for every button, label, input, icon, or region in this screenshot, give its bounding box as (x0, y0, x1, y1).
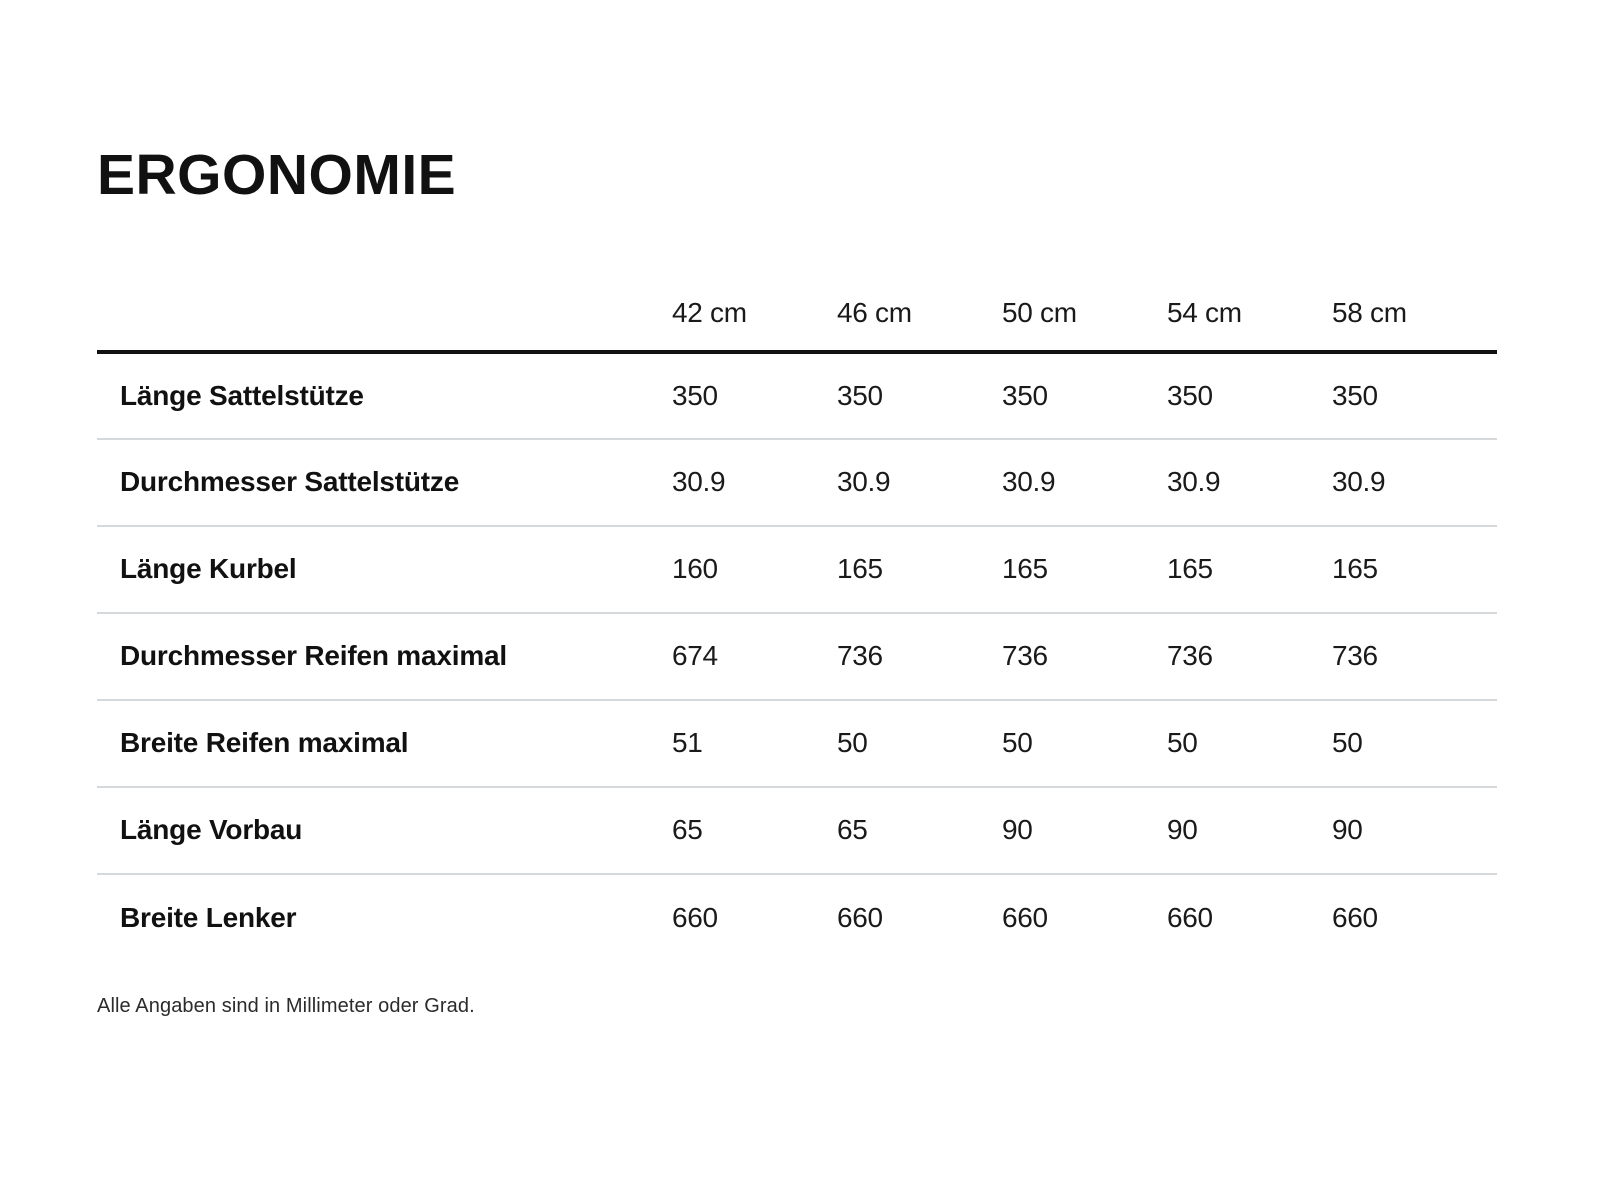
spec-cell-value: 350 (837, 379, 883, 411)
spec-cell-value: 165 (837, 553, 883, 585)
spec-row-label: Durchmesser Sattelstütze (120, 466, 460, 498)
spec-cell-value: 30.9 (672, 466, 726, 498)
spec-cell-value: 736 (837, 640, 883, 672)
spec-cell-value: 165 (1167, 553, 1213, 585)
spec-row-label: Länge Sattelstütze (120, 379, 364, 411)
spec-cell-value: 350 (672, 379, 718, 411)
ergonomics-section: ERGONOMIE 42 cm 46 cm 50 cm 54 cm 58 cm Läng… (97, 143, 1497, 1017)
spec-cell-value: 736 (1167, 640, 1213, 672)
spec-row-label: Länge Vorbau (120, 814, 303, 846)
spec-row: Durchmesser Reifen maximal 674 736 736 736 73… (97, 613, 1497, 700)
spec-cell-value: 30.9 (837, 466, 891, 498)
spec-cell-value: 50 (1332, 727, 1363, 759)
spec-cell-value: 736 (1332, 640, 1378, 672)
spec-cell-value: 65 (672, 814, 703, 846)
spec-row: Breite Lenker 660 660 660 660 660 (97, 874, 1497, 961)
spec-cell-value: 90 (1167, 814, 1198, 846)
spec-cell-value: 660 (1167, 901, 1213, 933)
spec-cell-value: 660 (837, 901, 883, 933)
size-column-header: 50 cm (1002, 296, 1077, 328)
spec-cell-value: 350 (1167, 379, 1213, 411)
spec-cell-value: 660 (1332, 901, 1378, 933)
table-head: 42 cm 46 cm 50 cm 54 cm 58 cm (97, 276, 1497, 352)
spec-cell-value: 736 (1002, 640, 1048, 672)
size-column-header: 46 cm (837, 296, 912, 328)
spec-cell-value: 30.9 (1332, 466, 1386, 498)
spec-cell-value: 350 (1002, 379, 1048, 411)
spec-cell-value: 51 (672, 727, 703, 759)
table-body: Länge Sattelstütze 350 350 350 350 350 Durchme… (97, 352, 1497, 961)
spec-cell-value: 660 (672, 901, 718, 933)
spec-row: Länge Kurbel 160 165 165 165 165 (97, 526, 1497, 613)
units-footnote: Alle Angaben sind in Millimeter oder Gra… (97, 994, 475, 1017)
header-row: 42 cm 46 cm 50 cm 54 cm 58 cm (97, 276, 1497, 352)
spec-row-label: Länge Kurbel (120, 553, 297, 585)
spec-row-label: Breite Lenker (120, 901, 297, 933)
spec-cell-value: 30.9 (1167, 466, 1221, 498)
spec-cell-value: 50 (1167, 727, 1198, 759)
label-column-spacer (97, 276, 672, 352)
spec-row: Länge Sattelstütze 350 350 350 350 350 (97, 352, 1497, 439)
spec-cell-value: 50 (837, 727, 868, 759)
size-column-header: 54 cm (1167, 296, 1242, 328)
spec-row: Länge Vorbau 65 65 90 90 90 (97, 787, 1497, 874)
spec-cell-value: 50 (1002, 727, 1033, 759)
spec-cell-value: 165 (1332, 553, 1378, 585)
spec-cell-value: 160 (672, 553, 718, 585)
page-title: ERGONOMIE (97, 143, 457, 207)
ergonomics-table: 42 cm 46 cm 50 cm 54 cm 58 cm Länge Sattelst… (97, 276, 1497, 961)
spec-cell-value: 660 (1002, 901, 1048, 933)
spec-cell-value: 90 (1002, 814, 1033, 846)
spec-cell-value: 674 (672, 640, 718, 672)
spec-cell-value: 30.9 (1002, 466, 1056, 498)
size-column-header: 42 cm (672, 296, 747, 328)
size-column-header: 58 cm (1332, 296, 1407, 328)
spec-cell-value: 65 (837, 814, 868, 846)
spec-row: Durchmesser Sattelstütze 30.9 30.9 30.9 30.9… (97, 439, 1497, 526)
spec-row: Breite Reifen maximal 51 50 50 50 50 (97, 700, 1497, 787)
spec-cell-value: 165 (1002, 553, 1048, 585)
spec-row-label: Durchmesser Reifen maximal (120, 640, 507, 672)
spec-row-label: Breite Reifen maximal (120, 727, 409, 759)
spec-cell-value: 90 (1332, 814, 1363, 846)
spec-cell-value: 350 (1332, 379, 1378, 411)
